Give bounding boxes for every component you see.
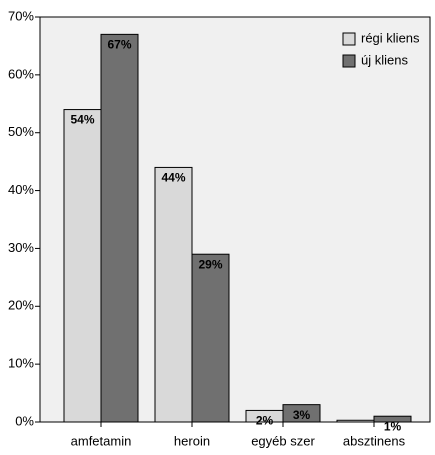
legend-label: új kliens xyxy=(361,52,408,67)
value-label: 3% xyxy=(293,408,311,422)
legend-label: régi kliens xyxy=(361,30,420,45)
bar xyxy=(191,253,230,423)
y-tick-label: 60% xyxy=(8,66,34,81)
legend-swatch xyxy=(342,54,356,68)
y-tick-label: 30% xyxy=(8,240,34,255)
bar xyxy=(100,33,139,423)
y-tick-label: 0% xyxy=(15,413,34,428)
bar xyxy=(373,415,412,423)
y-tick-label: 40% xyxy=(8,182,34,197)
value-label: 67% xyxy=(107,38,131,52)
value-label: 1% xyxy=(384,419,402,433)
bar xyxy=(63,109,102,423)
value-label: 44% xyxy=(161,171,185,185)
y-tick-label: 70% xyxy=(8,8,34,23)
legend-swatch xyxy=(342,32,356,46)
y-tick-label: 20% xyxy=(8,298,34,313)
value-label: 2% xyxy=(256,414,274,428)
bar xyxy=(154,166,193,423)
value-label: 54% xyxy=(70,113,94,127)
y-tick-label: 10% xyxy=(8,356,34,371)
y-tick-label: 50% xyxy=(8,124,34,139)
bar xyxy=(282,404,321,423)
bar xyxy=(336,419,375,423)
x-tick-label: amfetamin xyxy=(71,433,132,448)
x-tick-label: egyéb szer xyxy=(251,433,315,448)
x-tick-label: absztinens xyxy=(343,433,406,448)
x-tick-label: heroin xyxy=(174,433,210,448)
value-label: 29% xyxy=(198,257,222,271)
